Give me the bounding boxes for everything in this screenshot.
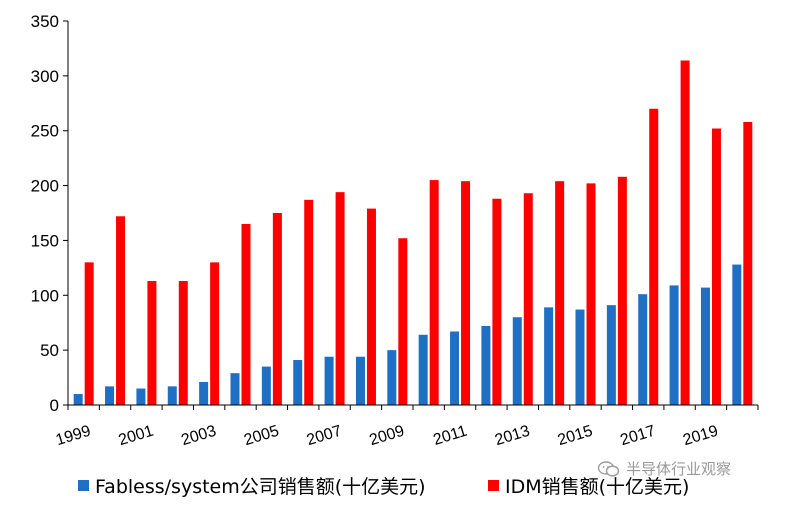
x-tick-label: 1999 — [54, 423, 93, 450]
legend-swatch-idm — [488, 480, 499, 491]
idm-bar — [84, 262, 94, 405]
fabless-bar — [732, 264, 742, 405]
watermark-text: 半导体行业观察 — [626, 460, 732, 478]
idm-bar — [617, 176, 627, 405]
fabless-bar — [230, 373, 240, 405]
bar-chart: 0 50 100 150 200 250 300 350 1999 2001 2003 2005 20… — [31, 12, 759, 450]
fabless-bar — [105, 386, 115, 405]
fabless-bar — [355, 356, 365, 405]
x-tick-label: 2013 — [493, 423, 532, 450]
idm-bar — [210, 262, 220, 405]
idm-bar — [555, 181, 565, 405]
idm-bar — [649, 108, 659, 406]
x-tick-label: 2017 — [618, 423, 657, 450]
y-tick-label: 200 — [31, 177, 59, 196]
idm-bar — [147, 281, 157, 405]
idm-bar — [272, 213, 282, 405]
x-tick-label: 2009 — [367, 423, 406, 450]
fabless-bar — [638, 294, 648, 405]
y-tick-label: 150 — [31, 231, 59, 250]
idm-bar — [178, 281, 188, 405]
legend-item-idm: IDM销售额(十亿美元) — [488, 472, 689, 499]
idm-bar — [523, 193, 533, 405]
fabless-bar — [544, 307, 554, 405]
x-tick-label: 2011 — [431, 423, 469, 449]
fabless-bar — [136, 388, 146, 405]
fabless-bar — [481, 326, 491, 405]
fabless-bar — [167, 386, 177, 405]
x-tick-label: 2019 — [681, 423, 720, 450]
idm-bar — [461, 181, 471, 405]
idm-bar — [366, 208, 376, 405]
x-axis: 1999 2001 2003 2005 2007 2009 2011 2013 2015 2017… — [54, 404, 759, 450]
fabless-bar — [73, 394, 83, 405]
idm-bar — [586, 183, 596, 405]
fabless-bar — [700, 287, 710, 405]
x-tick-label: 2005 — [242, 423, 281, 450]
fabless-bar — [606, 305, 616, 405]
idm-bar — [398, 238, 408, 405]
y-tick-label: 350 — [31, 12, 59, 31]
y-tick-label: 100 — [31, 286, 59, 305]
x-tick-label: 2001 — [117, 423, 156, 450]
y-axis: 0 50 100 150 200 250 300 350 — [31, 12, 69, 415]
legend-swatch-fabless — [78, 480, 89, 491]
legend-label-fabless: Fabless/system公司销售额(十亿美元) — [95, 476, 426, 498]
bars — [73, 60, 753, 406]
y-tick-label: 300 — [31, 67, 59, 86]
fabless-bar — [669, 285, 679, 405]
idm-bar — [335, 192, 345, 405]
idm-bar — [429, 180, 439, 405]
fabless-bar — [261, 366, 271, 405]
idm-bar — [711, 128, 721, 405]
fabless-bar — [512, 317, 522, 405]
fabless-bar — [199, 381, 209, 405]
idm-bar — [241, 223, 251, 405]
idm-bar — [743, 121, 753, 406]
idm-bar — [492, 198, 502, 405]
idm-bar — [680, 60, 690, 406]
fabless-bar — [450, 331, 460, 405]
legend-item-fabless: Fabless/system公司销售额(十亿美元) — [78, 472, 426, 499]
x-tick-label: 2015 — [556, 423, 595, 450]
fabless-bar — [418, 334, 428, 405]
idm-bar — [116, 216, 126, 405]
legend-label-idm: IDM销售额(十亿美元) — [505, 476, 690, 498]
y-tick-label: 50 — [40, 341, 59, 360]
y-tick-label: 0 — [50, 396, 59, 415]
wechat-icon — [598, 460, 620, 477]
y-tick-label: 250 — [31, 122, 59, 141]
x-tick-label: 2003 — [179, 423, 218, 450]
fabless-bar — [575, 309, 585, 405]
watermark: 半导体行业观察 — [598, 458, 731, 479]
idm-bar — [304, 199, 314, 405]
fabless-bar — [387, 350, 397, 405]
fabless-bar — [324, 356, 334, 405]
fabless-bar — [293, 360, 303, 405]
x-tick-label: 2007 — [305, 423, 344, 450]
